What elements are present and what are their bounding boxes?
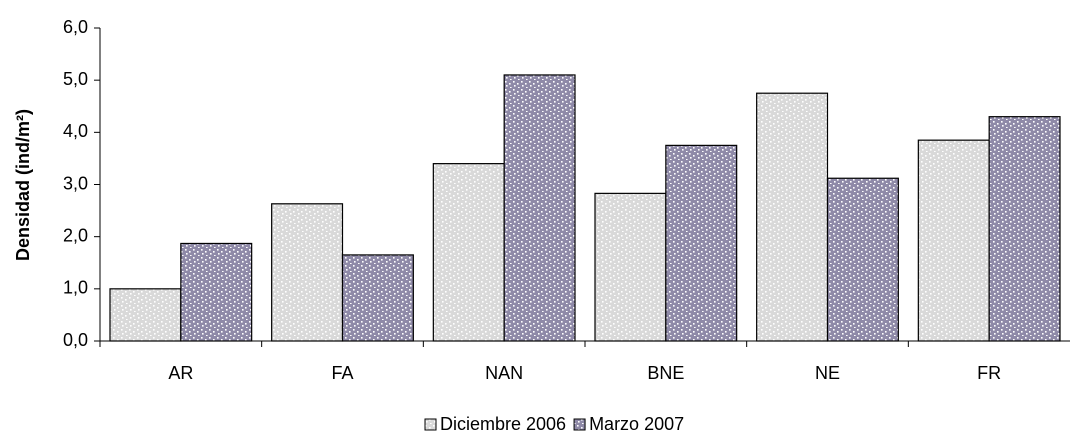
legend-swatch <box>573 418 586 431</box>
y-tick-label: 4,0 <box>63 121 88 141</box>
y-tick-label: 2,0 <box>63 225 88 245</box>
bar <box>988 116 1061 342</box>
x-tick-label: AR <box>168 363 193 383</box>
x-tick-label: FR <box>977 363 1001 383</box>
bar <box>917 139 990 342</box>
bar <box>665 144 738 342</box>
y-tick-label: 1,0 <box>63 278 88 298</box>
legend-label: Diciembre 2006 <box>440 414 566 434</box>
legend-label: Marzo 2007 <box>589 414 684 434</box>
y-tick-label: 5,0 <box>63 69 88 89</box>
y-axis-label: Densidad (ind/m²) <box>13 109 33 261</box>
legend: Diciembre 2006 Marzo 2007 <box>424 414 684 434</box>
legend-swatch <box>424 418 437 431</box>
bar <box>109 288 182 342</box>
x-tick-label: NE <box>815 363 840 383</box>
y-tick-label: 0,0 <box>63 330 88 350</box>
y-tick-label: 6,0 <box>63 17 88 37</box>
bar <box>503 74 576 342</box>
bar <box>594 192 667 342</box>
bar <box>432 163 505 342</box>
bar <box>271 203 344 342</box>
x-tick-label: BNE <box>647 363 684 383</box>
y-tick-label: 3,0 <box>63 173 88 193</box>
bar <box>180 242 253 342</box>
x-tick-label: NAN <box>485 363 523 383</box>
bar <box>756 92 829 342</box>
bar <box>826 177 899 342</box>
x-tick-label: FA <box>331 363 353 383</box>
bar <box>341 254 414 342</box>
